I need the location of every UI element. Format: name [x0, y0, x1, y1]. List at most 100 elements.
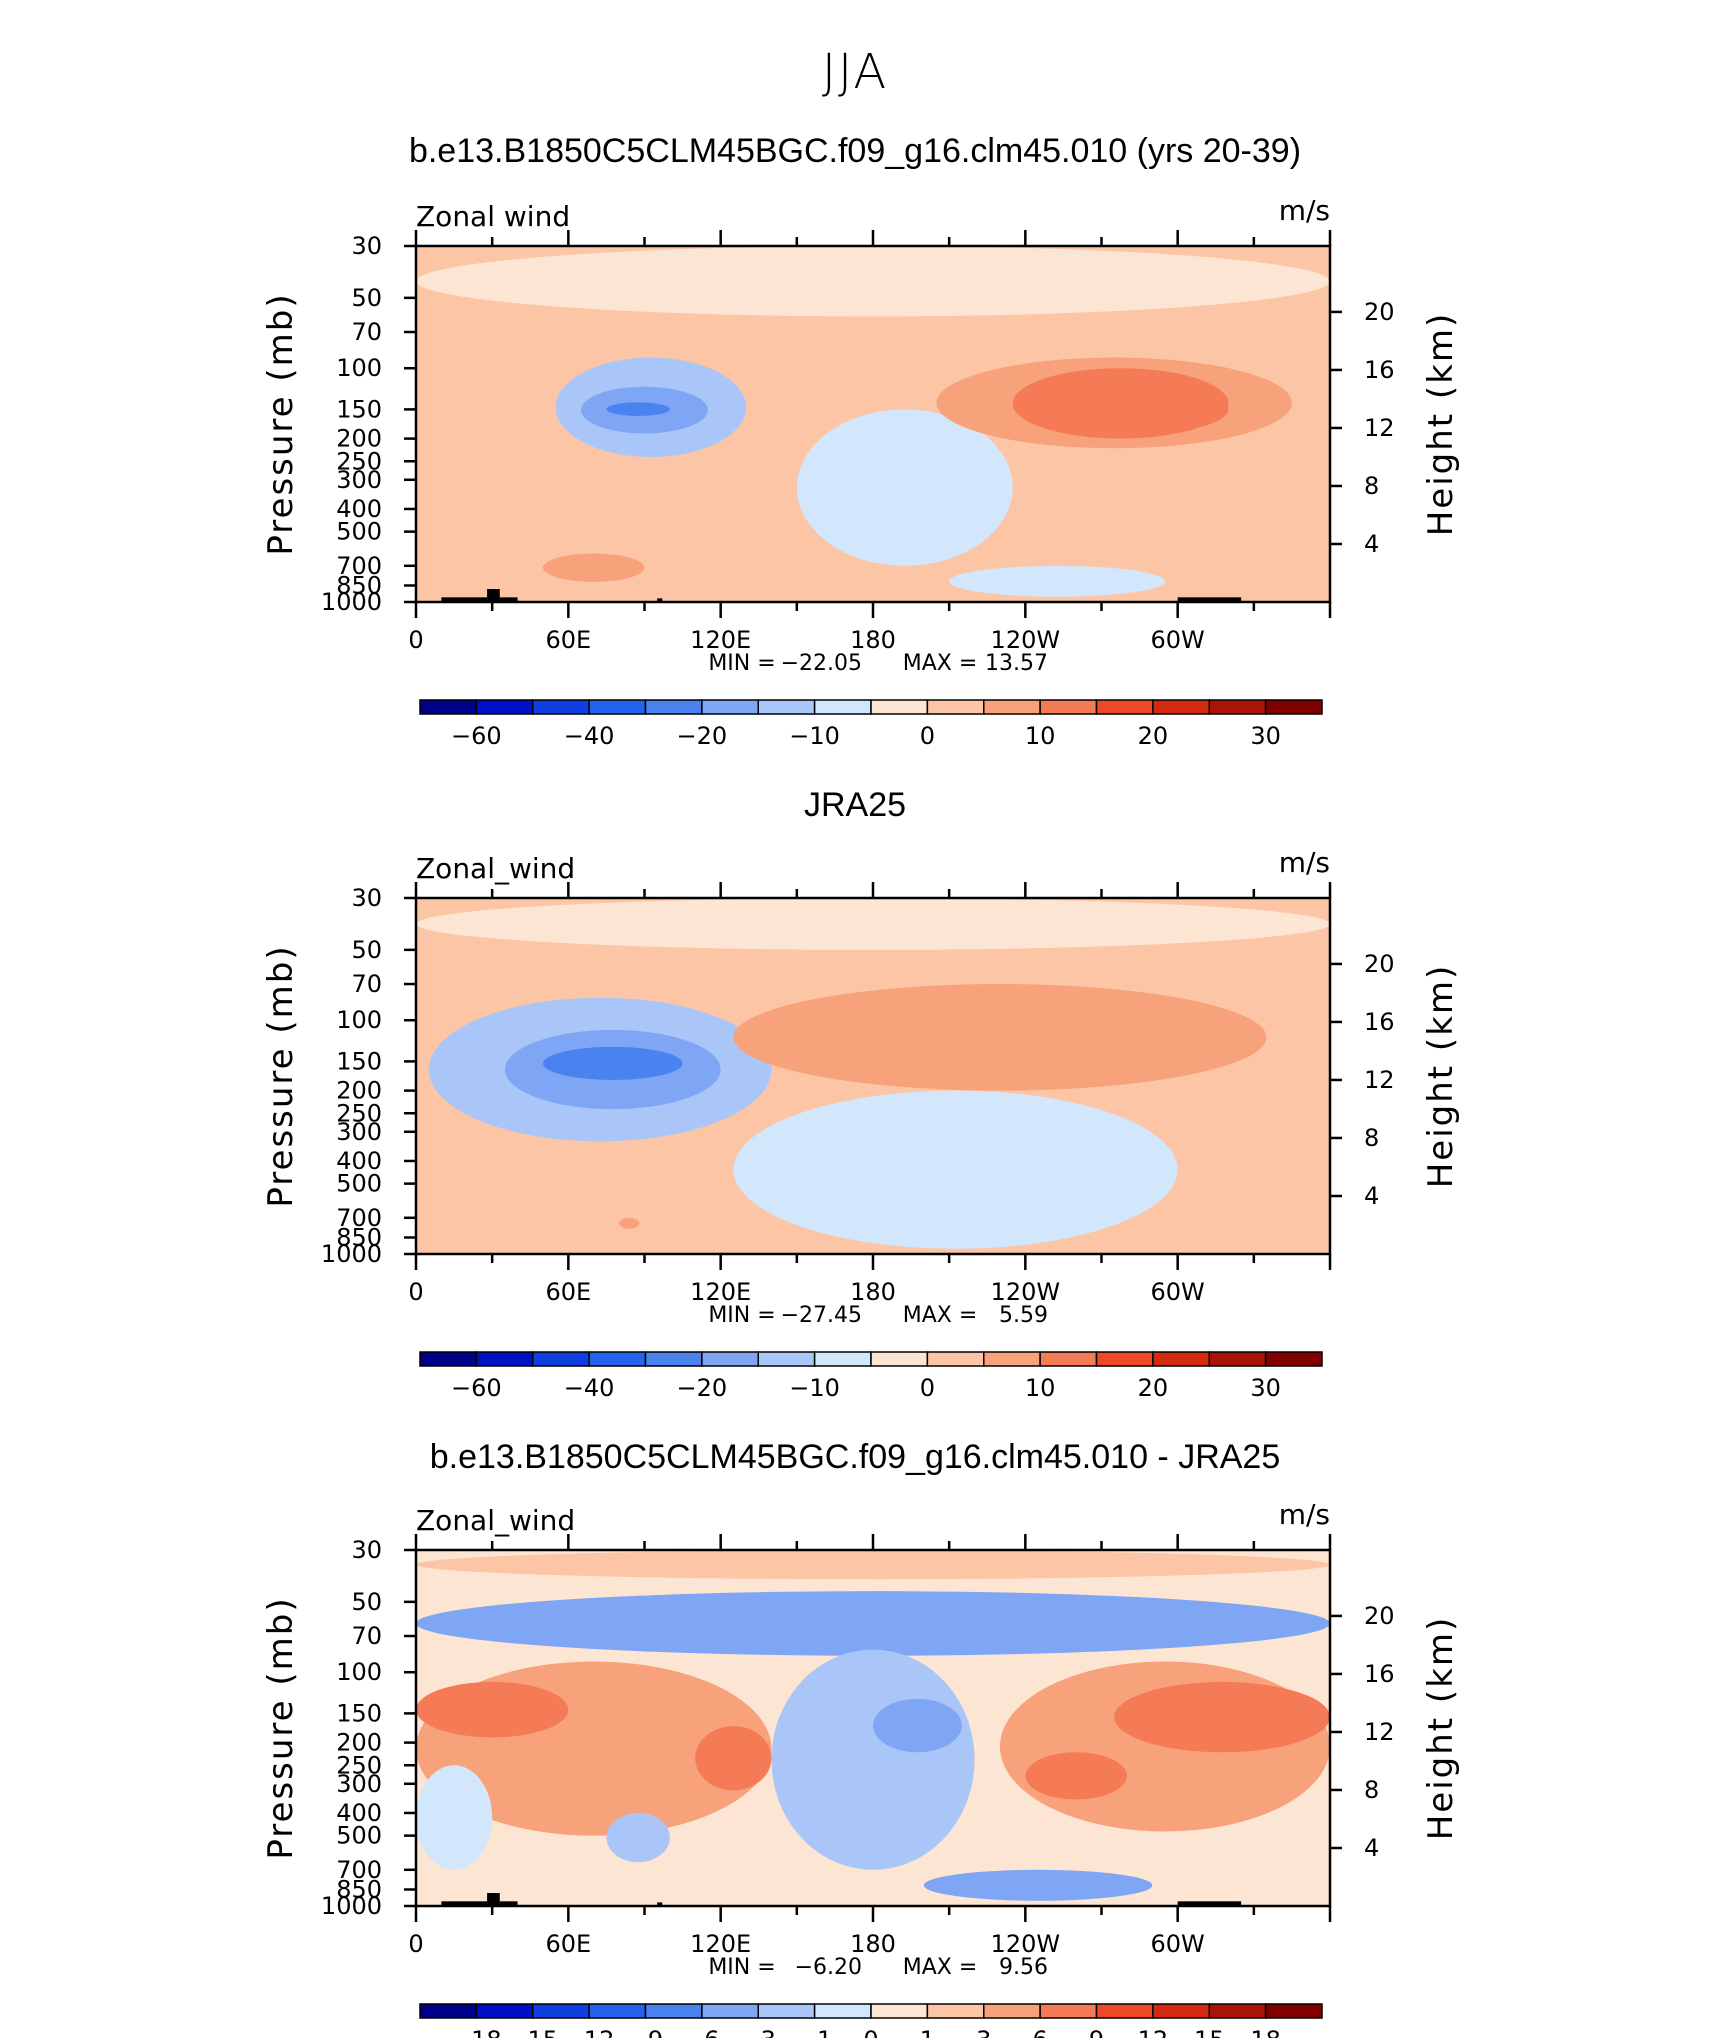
colorbar-box	[701, 2003, 759, 2019]
x-tick-label: 120W	[991, 626, 1061, 654]
y-tick-label: 850	[336, 1876, 382, 1904]
y-tick-label: 500	[336, 1170, 382, 1198]
colorbar-box	[532, 2003, 590, 2019]
colorbar-box	[1264, 699, 1323, 715]
min-label: MIN =	[708, 651, 775, 676]
variable-label: Zonal_wind	[416, 1504, 575, 1537]
colorbar-box	[813, 2003, 872, 2019]
contour-region-5	[949, 565, 1165, 597]
colorbar-box	[1208, 2003, 1267, 2019]
contour-region-4	[873, 1698, 962, 1753]
y-tick-label: 1000	[321, 588, 382, 616]
x-tick-label: 180	[850, 1278, 896, 1306]
colorbar-label: −40	[564, 722, 615, 750]
x-tick-label: 120W	[991, 1278, 1061, 1306]
main-title: JJA	[821, 44, 889, 100]
min-label: MIN =	[708, 1303, 775, 1328]
y-tick-label: 30	[351, 232, 382, 260]
colorbar-label: 3	[976, 2026, 991, 2038]
colorbar-label: −10	[789, 1374, 840, 1402]
x-tick-label: 120E	[690, 626, 751, 654]
y-tick-label: 1000	[321, 1240, 382, 1268]
colorbar-label: 0	[920, 1374, 935, 1402]
y-tick-label: 100	[336, 1006, 382, 1034]
y2-tick-label: 16	[1364, 356, 1395, 384]
colorbar-label: −9	[628, 2026, 663, 2038]
y-tick-label: 300	[336, 466, 382, 494]
contour-region-0	[416, 246, 1330, 317]
y-axis-title: Pressure (mb)	[261, 292, 301, 555]
y-tick-label: 100	[336, 1658, 382, 1686]
colorbar-box	[1152, 2003, 1210, 2019]
terrain-mask	[499, 1901, 518, 1906]
contour-region-9	[1114, 1681, 1330, 1753]
x-tick-label: 60W	[1151, 1930, 1205, 1958]
units-label: m/s	[1279, 846, 1330, 879]
colorbar-box	[983, 2003, 1041, 2019]
x-tick-label: 120E	[690, 1278, 751, 1306]
contour-region-2	[758, 1611, 937, 1644]
y-tick-label: 200	[336, 1729, 382, 1757]
contour-region-9	[530, 508, 721, 592]
contour-region-7	[517, 1172, 708, 1249]
contour-region-12	[416, 1765, 493, 1870]
max-label: MAX =	[903, 651, 978, 676]
y-axis-title: Pressure (mb)	[261, 1596, 301, 1859]
contour-region-8	[619, 1217, 640, 1229]
y2-tick-label: 12	[1364, 1718, 1395, 1746]
y-tick-label: 850	[336, 572, 382, 600]
units-label: m/s	[1279, 1498, 1330, 1531]
y2-tick-label: 20	[1364, 1602, 1395, 1630]
colorbar-label: −20	[677, 1374, 728, 1402]
y-tick-label: 300	[336, 1118, 382, 1146]
colorbar-box	[870, 2003, 929, 2019]
contour-region-4	[733, 1090, 1178, 1249]
variable-label: Zonal_wind	[416, 852, 575, 885]
max-value: 9.56	[999, 1955, 1048, 1980]
min-label: MIN =	[708, 1955, 775, 1980]
terrain-mask	[657, 1902, 663, 1906]
max-label: MAX =	[903, 1303, 978, 1328]
colorbar-label: −3	[741, 2026, 776, 2038]
colorbar-label: −20	[677, 722, 728, 750]
y-tick-label: 250	[336, 1099, 382, 1127]
chart-panel-1: 0 60E 120E 180 120W 60W3050701001502002503004…	[261, 194, 1461, 750]
y-tick-label: 100	[336, 354, 382, 382]
colorbar-label: 10	[1025, 1374, 1056, 1402]
colorbar-label: 9	[1089, 2026, 1104, 2038]
contour-region-3	[542, 1046, 683, 1080]
contour-region-4	[796, 409, 1013, 566]
x-tick-label: 120E	[690, 1930, 751, 1958]
panel-title-2: JRA25	[803, 786, 907, 824]
colorbar-box	[1095, 2003, 1154, 2019]
contour-region-3	[771, 1649, 975, 1870]
colorbar-label: 1	[920, 2026, 935, 2038]
y-tick-label: 300	[336, 1770, 382, 1798]
contour-region-6	[1177, 1054, 1216, 1068]
x-tick-label: 0	[408, 1278, 423, 1306]
terrain-mask	[487, 1893, 500, 1906]
colorbar-label: 20	[1138, 722, 1169, 750]
contour-region-10	[1025, 1752, 1127, 1800]
x-tick-label: 0	[408, 1930, 423, 1958]
colorbar-label: −10	[789, 722, 840, 750]
colorbar-box	[475, 2003, 534, 2019]
y-tick-label: 150	[336, 395, 382, 423]
colorbar-label: 15	[1194, 2026, 1225, 2038]
chart-panel-3: 0 60E 120E 180 120W 60W3050701001502002503004…	[261, 1498, 1461, 2038]
contour-region-12	[1050, 472, 1127, 521]
terrain-mask	[441, 597, 488, 602]
y2-tick-label: 12	[1364, 1066, 1395, 1094]
y2-tick-label: 16	[1364, 1660, 1395, 1688]
contour-region-13	[606, 1812, 670, 1863]
panel-title-3: b.e13.B1850C5CLM45BGC.f09_g16.clm45.010 …	[429, 1438, 1281, 1476]
x-tick-label: 60W	[1151, 1278, 1205, 1306]
contour-region-8	[1101, 386, 1229, 431]
y-tick-label: 70	[351, 970, 382, 998]
colorbar-box	[644, 2003, 703, 2019]
contour-region-7	[695, 1726, 772, 1791]
x-tick-label: 60E	[545, 1278, 591, 1306]
y-tick-label: 700	[336, 552, 382, 580]
contour-region-0	[416, 898, 1330, 950]
variable-label: Zonal wind	[416, 200, 570, 233]
